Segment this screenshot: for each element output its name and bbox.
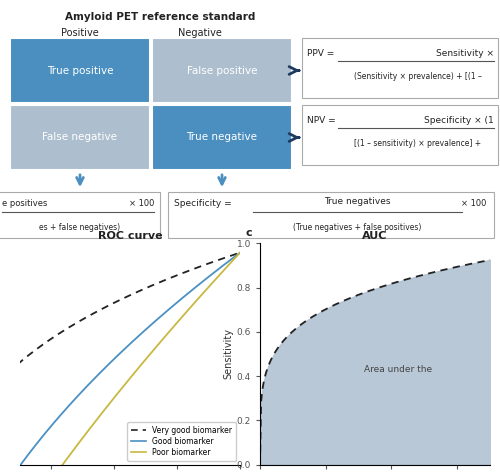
Bar: [0, 192, 160, 238]
Bar: [152, 38, 292, 103]
Text: True positive: True positive: [47, 65, 113, 75]
Text: False negative: False negative: [42, 133, 117, 143]
Text: Negative: Negative: [178, 28, 222, 38]
Text: Amyloid PET reference standard: Amyloid PET reference standard: [65, 12, 255, 22]
Text: (Sensitivity × prevalence) + [(1 –: (Sensitivity × prevalence) + [(1 –: [354, 72, 482, 81]
Text: PPV =: PPV =: [307, 48, 334, 57]
Text: × 100: × 100: [128, 200, 154, 209]
Legend: Very good biomarker, Good biomarker, Poor biomarker: Very good biomarker, Good biomarker, Poo…: [127, 422, 236, 461]
Text: Specificity × (1: Specificity × (1: [424, 116, 494, 125]
Text: Area under the: Area under the: [364, 365, 432, 374]
Text: Sensitivity ×: Sensitivity ×: [436, 48, 494, 57]
Bar: [302, 38, 498, 98]
Bar: [152, 105, 292, 170]
Text: × 100: × 100: [460, 200, 486, 209]
Title: AUC: AUC: [362, 231, 388, 241]
Text: NPV =: NPV =: [307, 116, 336, 125]
Text: (True negatives + false positives): (True negatives + false positives): [294, 222, 422, 231]
Text: es + false negatives): es + false negatives): [40, 222, 120, 231]
Text: [(1 – sensitivity) × prevalence] +: [(1 – sensitivity) × prevalence] +: [354, 138, 482, 147]
Bar: [10, 38, 150, 103]
Bar: [10, 105, 150, 170]
Bar: [168, 192, 494, 238]
Title: ROC curve: ROC curve: [98, 231, 162, 241]
Text: True negative: True negative: [186, 133, 258, 143]
Bar: [302, 105, 498, 165]
Text: Specificity =: Specificity =: [174, 200, 232, 209]
Text: c: c: [245, 228, 252, 238]
Y-axis label: Sensitivity: Sensitivity: [224, 328, 234, 379]
Text: Positive: Positive: [61, 28, 99, 38]
Text: False positive: False positive: [187, 65, 257, 75]
Text: True negatives: True negatives: [324, 198, 391, 207]
Text: e positives: e positives: [2, 200, 48, 209]
